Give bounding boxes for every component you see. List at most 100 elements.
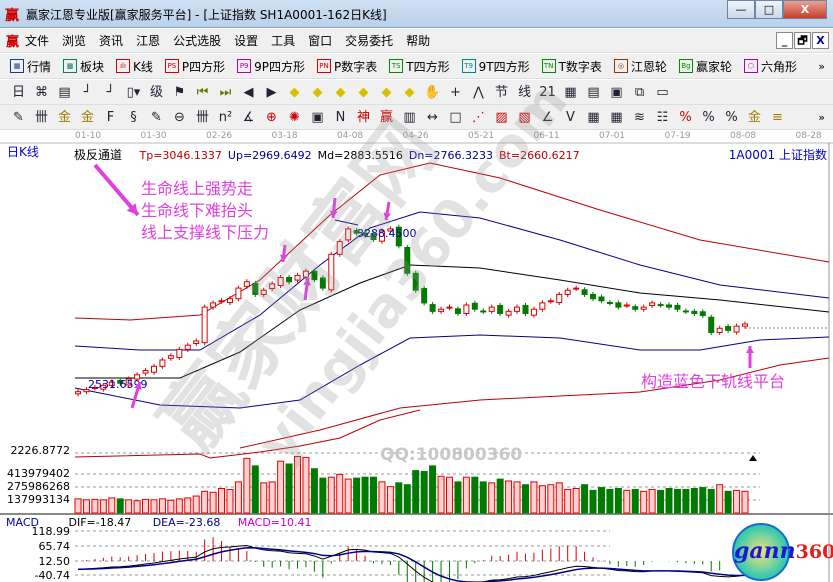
menu-item[interactable]: 窗口	[308, 34, 333, 48]
f-icon[interactable]: F	[106, 109, 115, 125]
god-icon[interactable]: 神	[356, 109, 370, 125]
calendar-icon[interactable]: 21	[539, 84, 556, 100]
n-line-icon[interactable]: N	[335, 109, 346, 125]
toolbar-button[interactable]: T9 9T四方形	[461, 58, 530, 75]
square-fan-icon[interactable]: ▨	[495, 109, 508, 125]
maximize-button[interactable]: □	[755, 0, 783, 19]
toolbar-button[interactable]: ▩ 板块	[63, 58, 104, 75]
v-icon[interactable]: V	[566, 109, 575, 125]
radar-icon[interactable]: ✺	[289, 109, 300, 125]
annotation-arrow	[93, 163, 140, 217]
move-right-icon[interactable]: ◆	[312, 84, 323, 100]
menu-item[interactable]: 工具	[271, 34, 296, 48]
grid3-icon[interactable]: ▦	[587, 109, 600, 125]
document-icon[interactable]: ▤	[587, 84, 600, 100]
grid-icon[interactable]: 卌	[34, 109, 48, 125]
toolbar-button[interactable]: ⬡ 六角形	[743, 58, 797, 75]
indicator9-icon[interactable]: ┘	[106, 84, 115, 100]
gold2-icon[interactable]: 金	[80, 109, 94, 125]
ruler-icon[interactable]: ▥	[403, 109, 416, 125]
box2-icon[interactable]: □	[449, 109, 462, 125]
toolbar-more-button[interactable]: »	[818, 59, 825, 73]
grid2-icon[interactable]: 卌	[195, 109, 209, 125]
shrink-icon[interactable]: ◆	[358, 84, 369, 100]
computer-icon[interactable]: ▭	[656, 84, 669, 100]
toolbar-button[interactable]: PS P四方形	[164, 58, 225, 75]
candle	[345, 228, 352, 241]
grid4-icon[interactable]: ▦	[610, 109, 623, 125]
menu-item[interactable]: 公式选股	[173, 34, 222, 48]
hand-icon[interactable]: ✋	[424, 84, 441, 100]
toolbar-button[interactable]: ılı K线	[116, 58, 153, 75]
mdi-minimize-button[interactable]: _	[776, 32, 793, 49]
line-icon[interactable]: ⋀	[473, 84, 484, 100]
gold-lines-icon[interactable]: ≡	[772, 109, 783, 125]
box-icon[interactable]: ▣	[311, 109, 324, 125]
overlay-icon[interactable]: ⌘	[35, 84, 48, 100]
percent2-icon[interactable]: %	[725, 109, 738, 125]
network-icon[interactable]: ⧉	[634, 84, 645, 100]
right-icon[interactable]: ▶	[266, 84, 277, 100]
toolbar-button[interactable]: Bg 赢家轮	[678, 58, 732, 75]
indicator-name: 极反通道	[74, 148, 123, 162]
zoom-out-icon[interactable]: ◆	[404, 84, 415, 100]
circle-icon[interactable]: ⊖	[174, 109, 185, 125]
close-button[interactable]: X	[783, 0, 827, 19]
last-icon[interactable]: ⏭	[219, 84, 232, 100]
square-fan2-icon[interactable]: ▧	[518, 109, 531, 125]
menu-item[interactable]: 设置	[234, 34, 259, 48]
mdi-close-button[interactable]: X	[812, 32, 829, 49]
first-icon[interactable]: ⏮	[196, 84, 209, 100]
coin-icon[interactable]: 金	[747, 109, 761, 125]
menu-item[interactable]: 浏览	[62, 34, 87, 48]
flag-icon[interactable]: ⚑	[173, 84, 186, 100]
gold-icon[interactable]: 金	[57, 109, 71, 125]
minimize-button[interactable]: —	[727, 0, 755, 19]
pen-icon[interactable]: ✎	[13, 109, 24, 125]
menu-item[interactable]: 江恩	[136, 34, 161, 48]
zoom-in-icon[interactable]: ◆	[381, 84, 392, 100]
mdi-restore-button[interactable]: 🗗	[794, 32, 811, 49]
channel-lower-line	[74, 334, 830, 409]
spiral-icon[interactable]: §	[130, 109, 137, 125]
menu-item[interactable]: 资讯	[99, 34, 124, 48]
note-icon[interactable]: ▤	[58, 84, 71, 100]
menu-item[interactable]: 交易委托	[345, 34, 394, 48]
zone-icon[interactable]: 线	[517, 84, 531, 100]
toolbar-button[interactable]: PN P数字表	[317, 58, 377, 75]
toolbar-button[interactable]: P9 9P四方形	[237, 58, 305, 75]
toolbar-button[interactable]: TS T四方形	[389, 58, 450, 75]
width-icon[interactable]: ↔	[427, 109, 438, 125]
toolbar-button[interactable]: ◎ 江恩轮	[613, 58, 667, 75]
macd-axis-label: -40.74	[34, 569, 70, 582]
fan-icon[interactable]: ⋰	[472, 109, 485, 125]
angle2-icon[interactable]: ∠	[541, 109, 554, 125]
menu-item[interactable]: 帮助	[406, 34, 431, 48]
left-icon[interactable]: ◀	[243, 84, 254, 100]
percent-line-icon[interactable]: %	[679, 109, 692, 125]
table-icon[interactable]: ☷	[656, 109, 669, 125]
festival-icon[interactable]: 节	[494, 84, 508, 100]
angle-icon[interactable]: ∡	[242, 109, 255, 125]
toolbar-button[interactable]: TN T数字表	[541, 58, 602, 75]
indicator3-icon[interactable]: ┘	[83, 84, 92, 100]
win-icon[interactable]: 赢	[379, 109, 393, 125]
target-icon[interactable]: ⊕	[266, 109, 277, 125]
volume-bar	[555, 482, 563, 514]
toolbar-button[interactable]: ▦ 行情	[10, 58, 51, 75]
pen2-icon[interactable]: ✎	[151, 109, 162, 125]
move-left-icon[interactable]: ◆	[289, 84, 300, 100]
percent-icon[interactable]: %	[702, 109, 715, 125]
expand-icon[interactable]: ◆	[335, 84, 346, 100]
save-icon[interactable]: ▣	[610, 84, 623, 100]
menu-item[interactable]: 文件	[25, 34, 50, 48]
candle-type-icon[interactable]: ▯▾	[126, 84, 141, 100]
parallel-icon[interactable]: ≋	[634, 109, 645, 125]
calculator-icon[interactable]: ▦	[564, 84, 577, 100]
n2-icon[interactable]: n²	[218, 109, 233, 125]
drawing-toolbar-more-button[interactable]: »	[818, 110, 825, 124]
candle	[564, 289, 571, 295]
crosshair-icon[interactable]: +	[450, 84, 461, 100]
extreme-icon[interactable]: 级	[149, 84, 163, 100]
